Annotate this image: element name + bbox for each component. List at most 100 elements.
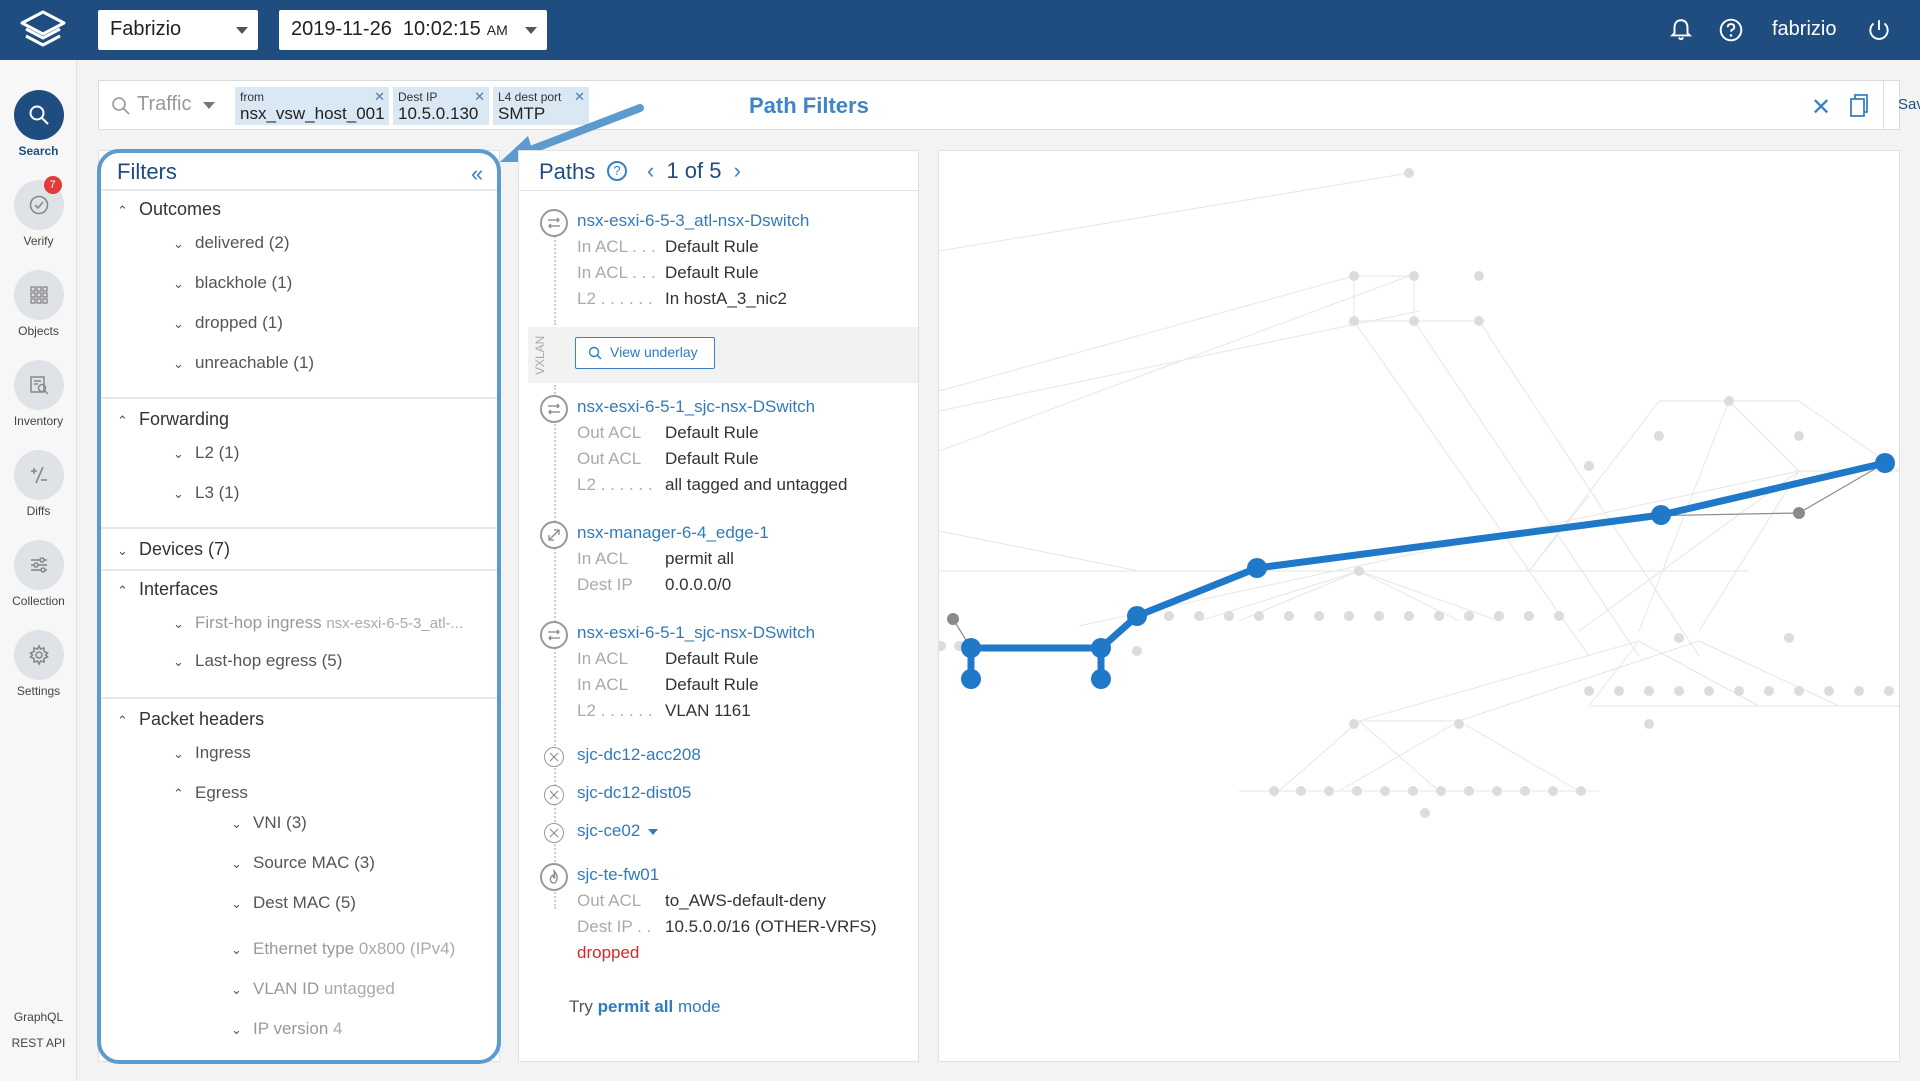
nav-inventory[interactable]: Inventory [0,360,77,428]
try-suffix[interactable]: mode [677,997,721,1016]
account-select[interactable]: Fabrizio [98,10,258,50]
path-node[interactable] [1651,505,1671,525]
filter-item-first-hop[interactable]: ⌄ First-hop ingress nsx-esxi-6-5-3_atl-..… [173,613,463,633]
path-node[interactable] [1875,453,1895,473]
hop-detail-value: 0.0.0.0/0 [665,575,732,594]
filter-section-forwarding[interactable]: ⌃ Forwarding [117,409,229,430]
path-node[interactable] [961,638,981,658]
filter-item-last-hop[interactable]: ⌄ Last-hop egress (5) [173,651,342,671]
filter-item-l3[interactable]: ⌄ L3 (1) [173,483,239,503]
nav-collection[interactable]: Collection [0,540,77,608]
filter-item-dest-mac[interactable]: ⌄ Dest MAC (5) [231,893,356,913]
hop-name[interactable]: nsx-esxi-6-5-1_sjc-nsx-DSwitch [577,623,816,642]
chevron-down-icon: ⌄ [173,616,184,631]
nav-objects[interactable]: Objects [0,270,77,338]
close-icon[interactable]: ✕ [574,89,585,104]
nav-label: Search [18,144,59,158]
app-logo-icon[interactable] [14,8,72,52]
topology-graph[interactable] [938,150,1900,1062]
filter-item-unreachable[interactable]: ⌄ unreachable (1) [173,353,314,373]
filter-item-l2[interactable]: ⌄ L2 (1) [173,443,239,463]
filter-item-egress[interactable]: ⌃ Egress [173,783,248,803]
search-scope-select[interactable]: Traffic [137,93,192,115]
hop-name[interactable]: nsx-esxi-6-5-1_sjc-nsx-DSwitch [577,397,816,416]
filters-panel: Filters « ⌃ Outcomes ⌄ delivered (2) ⌄ blac… [98,150,500,1062]
nav-settings[interactable]: Settings [0,630,77,698]
view-underlay-button[interactable]: View underlay [575,337,715,369]
path-node[interactable] [961,669,981,689]
path-node[interactable] [1091,669,1111,689]
search-icon [588,346,602,360]
chevron-up-icon: ⌃ [117,713,128,728]
chevron-down-icon: ⌄ [173,486,184,501]
path-node[interactable] [1127,606,1147,626]
filter-item-ethernet-type[interactable]: ⌄ Ethernet type 0x800 (IPv4) [231,939,455,959]
filter-item-vni[interactable]: ⌄ VNI (3) [231,813,307,833]
path-node[interactable] [1247,558,1267,578]
filter-chip-from[interactable]: from nsx_vsw_host_001 ✕ [235,87,389,125]
hop-name[interactable]: sjc-dc12-dist05 [577,783,692,802]
clear-search-icon[interactable]: ✕ [1811,94,1832,121]
section-label: Interfaces [139,579,219,599]
filter-item-delivered[interactable]: ⌄ delivered (2) [173,233,290,253]
hop-detail-value: Default Rule [665,423,759,442]
user-name[interactable]: fabrizio [1772,18,1837,40]
router-icon [544,823,564,843]
bell-icon[interactable] [1668,17,1694,43]
filter-item-source-mac[interactable]: ⌄ Source MAC (3) [231,853,375,873]
topology-background-links [939,172,1899,792]
nav-verify[interactable]: 7 Verify [0,176,77,248]
filter-chip-l4-port[interactable]: L4 dest port SMTP ✕ [493,87,589,125]
hop-detail-key: L2 . . . . . . [577,289,653,308]
hop-name[interactable]: sjc-te-fw01 [577,865,660,884]
section-label: Forwarding [139,409,230,429]
nav-search[interactable]: Search [0,90,77,158]
topology-canvas[interactable] [939,151,1900,1062]
filter-item-label: VLAN ID [253,979,320,998]
filter-section-devices[interactable]: ⌄ Devices (7) [117,539,230,560]
close-icon[interactable]: ✕ [374,89,385,104]
hop-detail-row: In ACL permit all [577,549,734,569]
nav-diffs[interactable]: Diffs [0,450,77,518]
chevron-down-icon[interactable] [203,102,215,109]
path-node[interactable] [1091,638,1111,658]
filter-section-interfaces[interactable]: ⌃ Interfaces [117,579,218,600]
chevron-down-icon: ⌄ [173,746,184,761]
filter-item-ip-version[interactable]: ⌄ IP version 4 [231,1019,342,1039]
chevron-right-icon[interactable]: › [733,158,741,183]
hop-name[interactable]: nsx-esxi-6-5-3_atl-nsx-Dswitch [577,211,810,230]
hop-name[interactable]: sjc-dc12-acc208 [577,745,701,764]
hop-name-dropdown[interactable]: sjc-ce02 [577,821,659,841]
topology-node[interactable] [947,613,959,625]
hop-detail-value: to_AWS-default-deny [665,891,826,910]
inventory-icon [13,360,64,410]
filter-chip-dest-ip[interactable]: Dest IP 10.5.0.130 ✕ [393,87,489,125]
hop-detail-key: L2 . . . . . . [577,475,653,494]
collapse-left-icon[interactable]: « [471,161,484,186]
topology-node[interactable] [1793,507,1805,519]
divider [99,697,499,699]
help-icon[interactable] [1718,17,1744,43]
power-icon[interactable] [1866,17,1892,43]
view-underlay-label: View underlay [610,344,698,360]
filter-item-blackhole[interactable]: ⌄ blackhole (1) [173,273,292,293]
filter-section-packet-headers[interactable]: ⌃ Packet headers [117,709,264,730]
help-icon[interactable]: ? [607,161,627,181]
filter-item-ingress[interactable]: ⌄ Ingress [173,743,251,763]
filter-section-outcomes[interactable]: ⌃ Outcomes [117,199,221,220]
chevron-up-icon: ⌃ [173,786,184,801]
permit-all-link[interactable]: permit all [597,997,674,1016]
close-icon[interactable]: ✕ [474,89,485,104]
hop-detail-row: L2 . . . . . . In hostA_3_nic2 [577,289,787,309]
graphql-link[interactable]: GraphQL [13,1010,64,1024]
hop-name[interactable]: nsx-manager-6-4_edge-1 [577,523,769,542]
rest-api-link[interactable]: REST API [11,1036,66,1050]
filter-item-dropped[interactable]: ⌄ dropped (1) [173,313,283,333]
chevron-left-icon[interactable]: ‹ [647,158,655,183]
filter-item-vlan-id[interactable]: ⌄ VLAN ID untagged [231,979,395,999]
search-bar[interactable]: Traffic from nsx_vsw_host_001 ✕ Dest IP … [98,80,1920,130]
nav-label: Settings [16,684,61,698]
copy-icon[interactable] [1847,93,1871,119]
datetime-select[interactable]: 2019-11-26 10:02:15 AM [279,10,547,50]
save-as-button[interactable]: Save as... [1883,81,1920,129]
